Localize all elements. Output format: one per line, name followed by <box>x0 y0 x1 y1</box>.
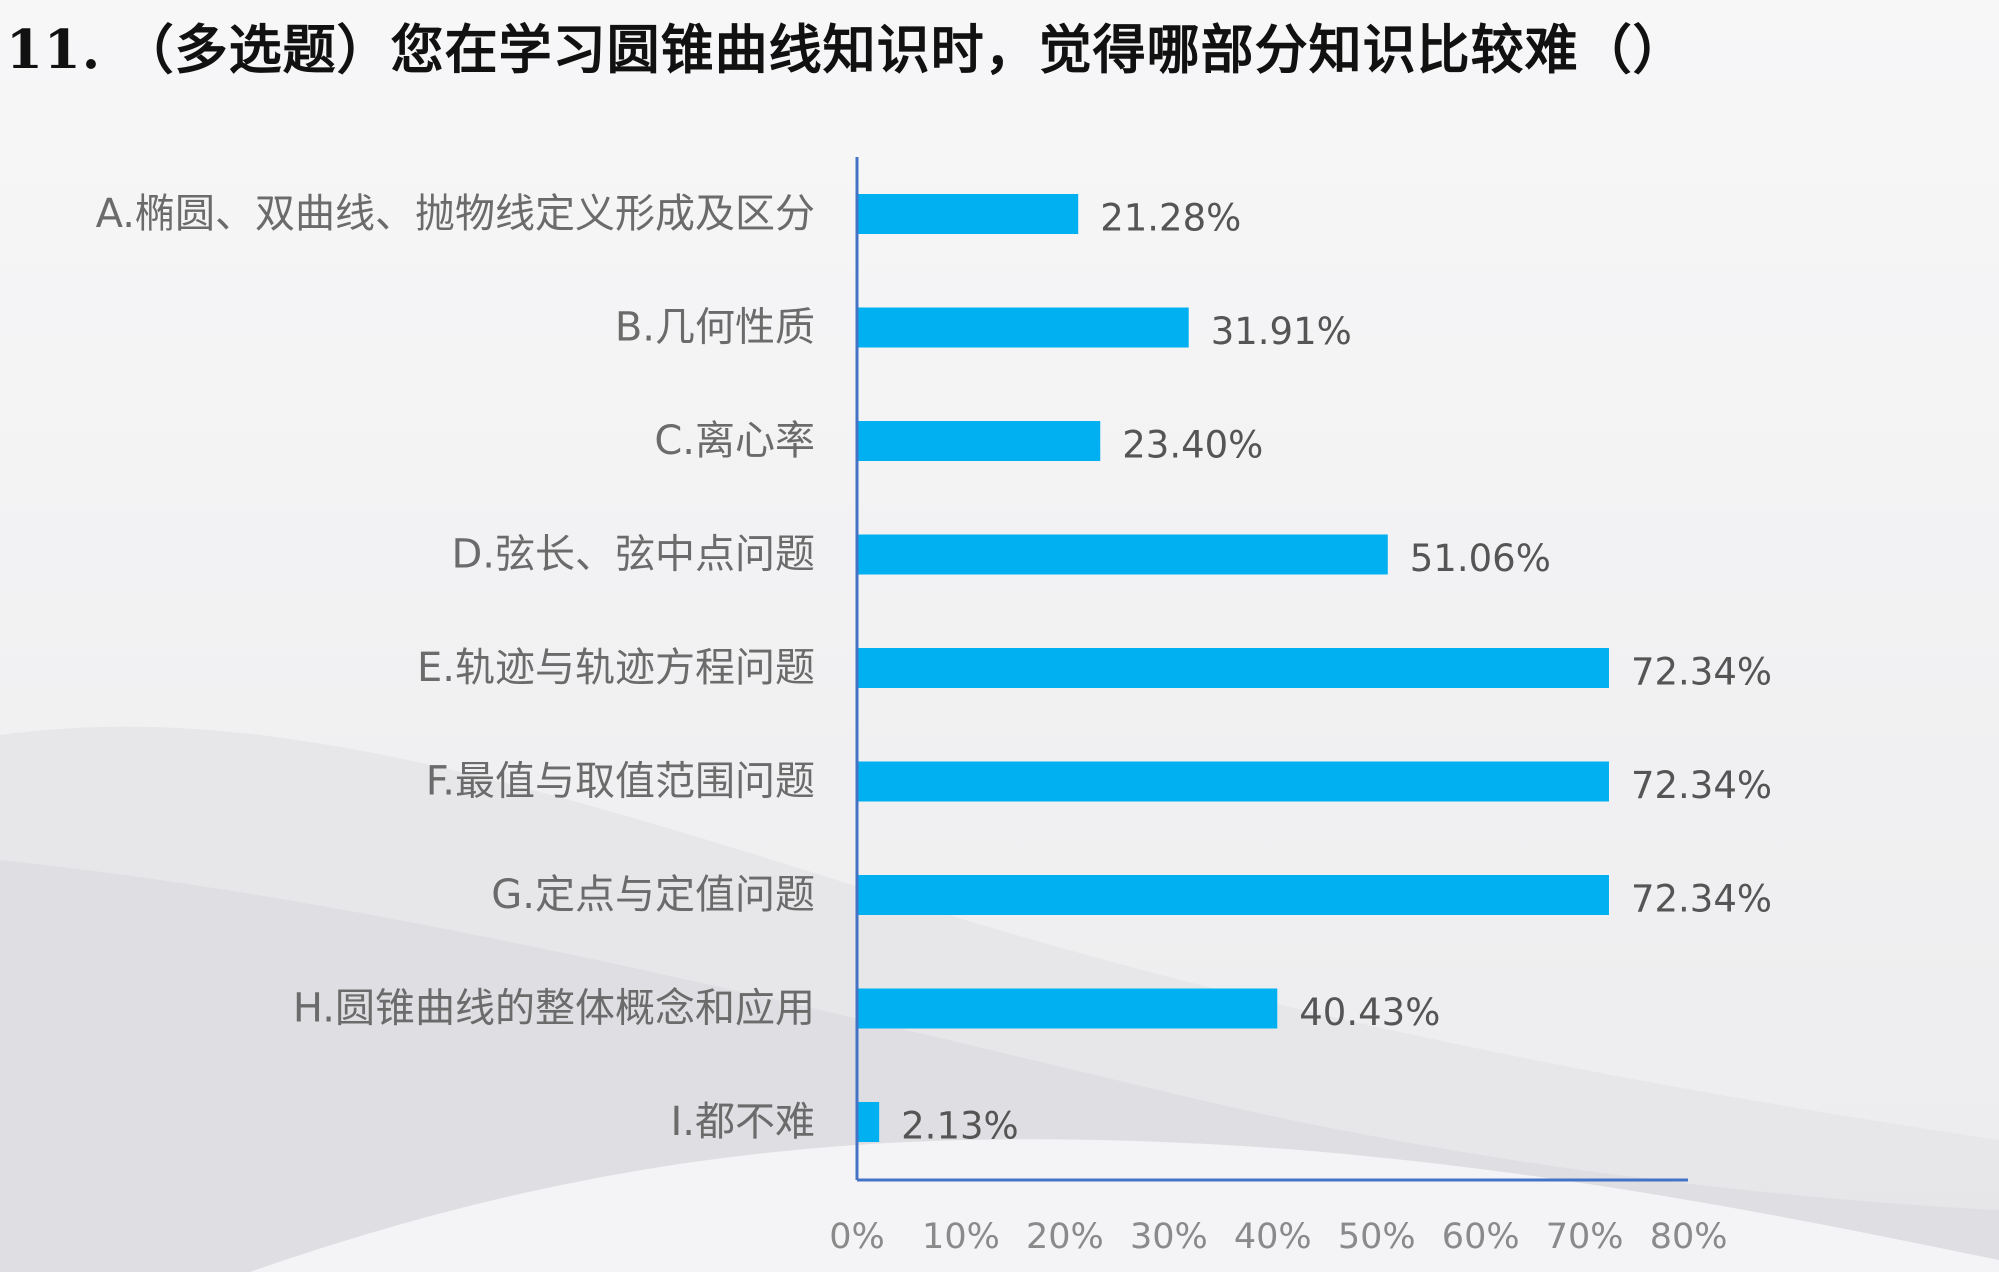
x-tick-label: 50% <box>1338 1217 1416 1257</box>
data-label: 72.34% <box>1631 764 1772 807</box>
x-tick-label: 40% <box>1234 1217 1312 1257</box>
category-label: B.几何性质 <box>615 305 815 351</box>
bar <box>857 875 1609 915</box>
bar <box>857 534 1388 575</box>
data-label: 31.91% <box>1211 310 1352 353</box>
x-tick-label: 0% <box>829 1217 885 1257</box>
data-labels: 21.28% 31.91% 23.40% 51.06% 72.34% 72.34% 72.3… <box>901 197 1772 1148</box>
category-label: H.圆锥曲线的整体概念和应用 <box>293 986 815 1032</box>
data-label: 21.28% <box>1100 197 1241 240</box>
x-tick-label: 10% <box>922 1217 1000 1257</box>
x-tick-label: 80% <box>1650 1217 1728 1257</box>
bar <box>857 648 1609 688</box>
data-label: 51.06% <box>1410 537 1551 580</box>
category-label: C.离心率 <box>654 418 815 464</box>
data-label: 72.34% <box>1631 878 1772 921</box>
category-label: I.都不难 <box>670 1099 815 1145</box>
data-label: 23.40% <box>1122 424 1263 467</box>
bar <box>857 307 1189 348</box>
x-tick-labels: 0% 10% 20% 30% 40% 50% 60% 70% 80% <box>829 1217 1727 1257</box>
bar <box>857 194 1079 234</box>
data-label: 72.34% <box>1631 651 1772 694</box>
x-tick-label: 60% <box>1442 1217 1520 1257</box>
bar <box>857 1102 880 1142</box>
x-tick-label: 70% <box>1546 1217 1624 1257</box>
category-label: F.最值与取值范围问题 <box>426 759 815 805</box>
page-title: 11. （多选题）您在学习圆锥曲线知识时，觉得哪部分知识比较难（） <box>6 19 1687 81</box>
bar <box>857 988 1278 1029</box>
bar <box>857 761 1609 802</box>
bars <box>857 194 1609 1142</box>
category-label: G.定点与定值问题 <box>491 872 815 918</box>
bar <box>857 421 1101 461</box>
category-label: D.弦长、弦中点问题 <box>451 532 815 578</box>
category-label: A.椭圆、双曲线、抛物线定义形成及区分 <box>96 191 815 237</box>
data-label: 40.43% <box>1299 991 1440 1034</box>
x-tick-label: 30% <box>1130 1217 1208 1257</box>
data-label: 2.13% <box>901 1105 1019 1148</box>
category-labels: A.椭圆、双曲线、抛物线定义形成及区分 B.几何性质 C.离心率 D.弦长、弦中点问题… <box>96 191 815 1145</box>
x-tick-label: 20% <box>1026 1217 1104 1257</box>
category-label: E.轨迹与轨迹方程问题 <box>417 645 815 691</box>
